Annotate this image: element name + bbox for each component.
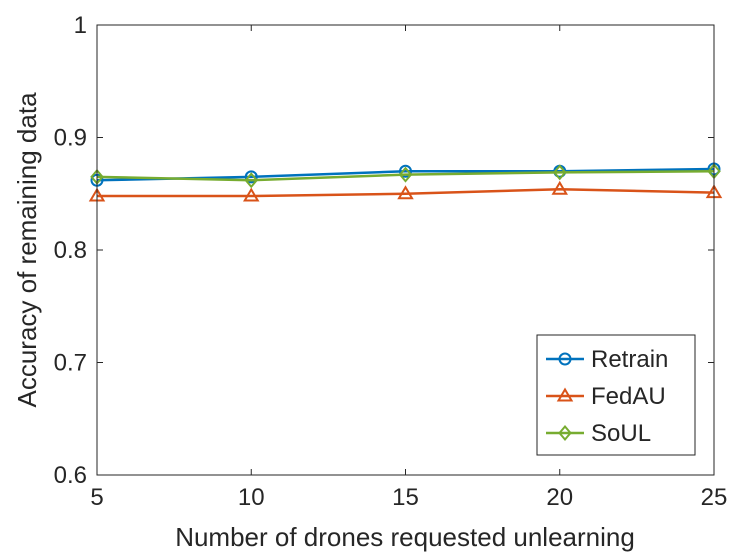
y-tick-label: 0.7	[54, 350, 87, 377]
ticks-layer: 5 10 15 20 25 0.6 0.7 0.8 0.9 1	[54, 12, 728, 511]
data-point-soul	[552, 164, 567, 181]
y-tick-label: 1	[74, 12, 87, 39]
data-point-retrain	[244, 170, 258, 184]
data-point-retrain	[399, 164, 412, 178]
legend-marker	[558, 424, 572, 442]
x-tick-label: 10	[238, 484, 265, 511]
data-point-soul	[398, 166, 413, 183]
y-tick-label: 0.6	[54, 462, 87, 489]
legend-label: Retrain	[591, 346, 668, 373]
legend-label: SoUL	[591, 420, 651, 447]
x-tick-label: 15	[392, 484, 419, 511]
legend-item-fedau: FedAU	[546, 383, 666, 410]
data-point-fedau	[242, 187, 260, 202]
x-tick-label: 20	[546, 484, 573, 511]
legend-item-retrain: Retrain	[546, 346, 668, 373]
x-tick-label: 5	[90, 484, 103, 511]
x-axis-label: Number of drones requested unlearning	[175, 522, 635, 552]
y-tick-label: 0.8	[54, 237, 87, 264]
legend: Retrain FedAU SoUL	[536, 334, 696, 456]
y-axis-label: Accuracy of remaining data	[12, 92, 42, 408]
data-point-fedau	[397, 185, 414, 200]
legend-marker	[556, 387, 574, 402]
legend-marker	[558, 352, 572, 366]
series-line-fedau	[97, 187, 715, 198]
data-point-fedau	[551, 180, 569, 195]
series-fedau	[88, 180, 723, 202]
series-line-soul	[96, 170, 715, 182]
legend-label: FedAU	[591, 383, 666, 410]
x-tick-label: 25	[701, 484, 728, 511]
legend-item-soul: SoUL	[546, 420, 651, 447]
y-tick-label: 0.9	[54, 125, 87, 152]
data-point-soul	[244, 172, 259, 189]
